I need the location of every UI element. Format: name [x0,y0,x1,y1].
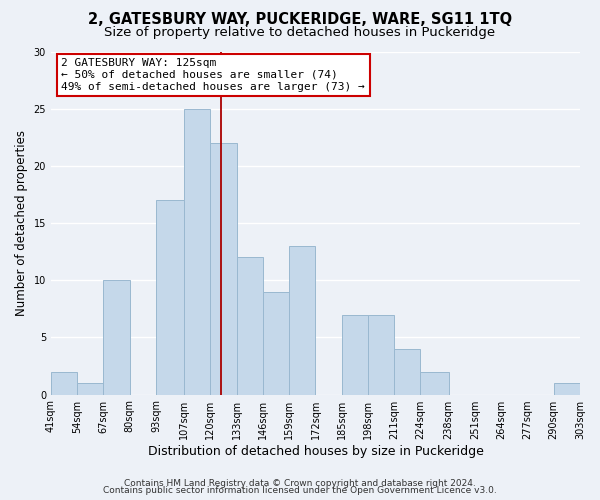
Bar [368,314,394,394]
Bar [211,143,237,395]
Bar [156,200,184,394]
Text: 2 GATESBURY WAY: 125sqm
← 50% of detached houses are smaller (74)
49% of semi-de: 2 GATESBURY WAY: 125sqm ← 50% of detache… [61,58,365,92]
Y-axis label: Number of detached properties: Number of detached properties [15,130,28,316]
Bar [237,258,263,394]
Bar [184,108,211,395]
Text: Contains public sector information licensed under the Open Government Licence v3: Contains public sector information licen… [103,486,497,495]
Bar [103,280,130,394]
Text: Contains HM Land Registry data © Crown copyright and database right 2024.: Contains HM Land Registry data © Crown c… [124,478,476,488]
Bar [421,372,449,394]
Bar [394,349,421,395]
Bar [554,383,580,394]
Bar [289,246,316,394]
Text: 2, GATESBURY WAY, PUCKERIDGE, WARE, SG11 1TQ: 2, GATESBURY WAY, PUCKERIDGE, WARE, SG11… [88,12,512,28]
Bar [342,314,368,394]
Bar [263,292,289,395]
X-axis label: Distribution of detached houses by size in Puckeridge: Distribution of detached houses by size … [148,444,484,458]
Bar [77,383,103,394]
Text: Size of property relative to detached houses in Puckeridge: Size of property relative to detached ho… [104,26,496,39]
Bar [51,372,77,394]
